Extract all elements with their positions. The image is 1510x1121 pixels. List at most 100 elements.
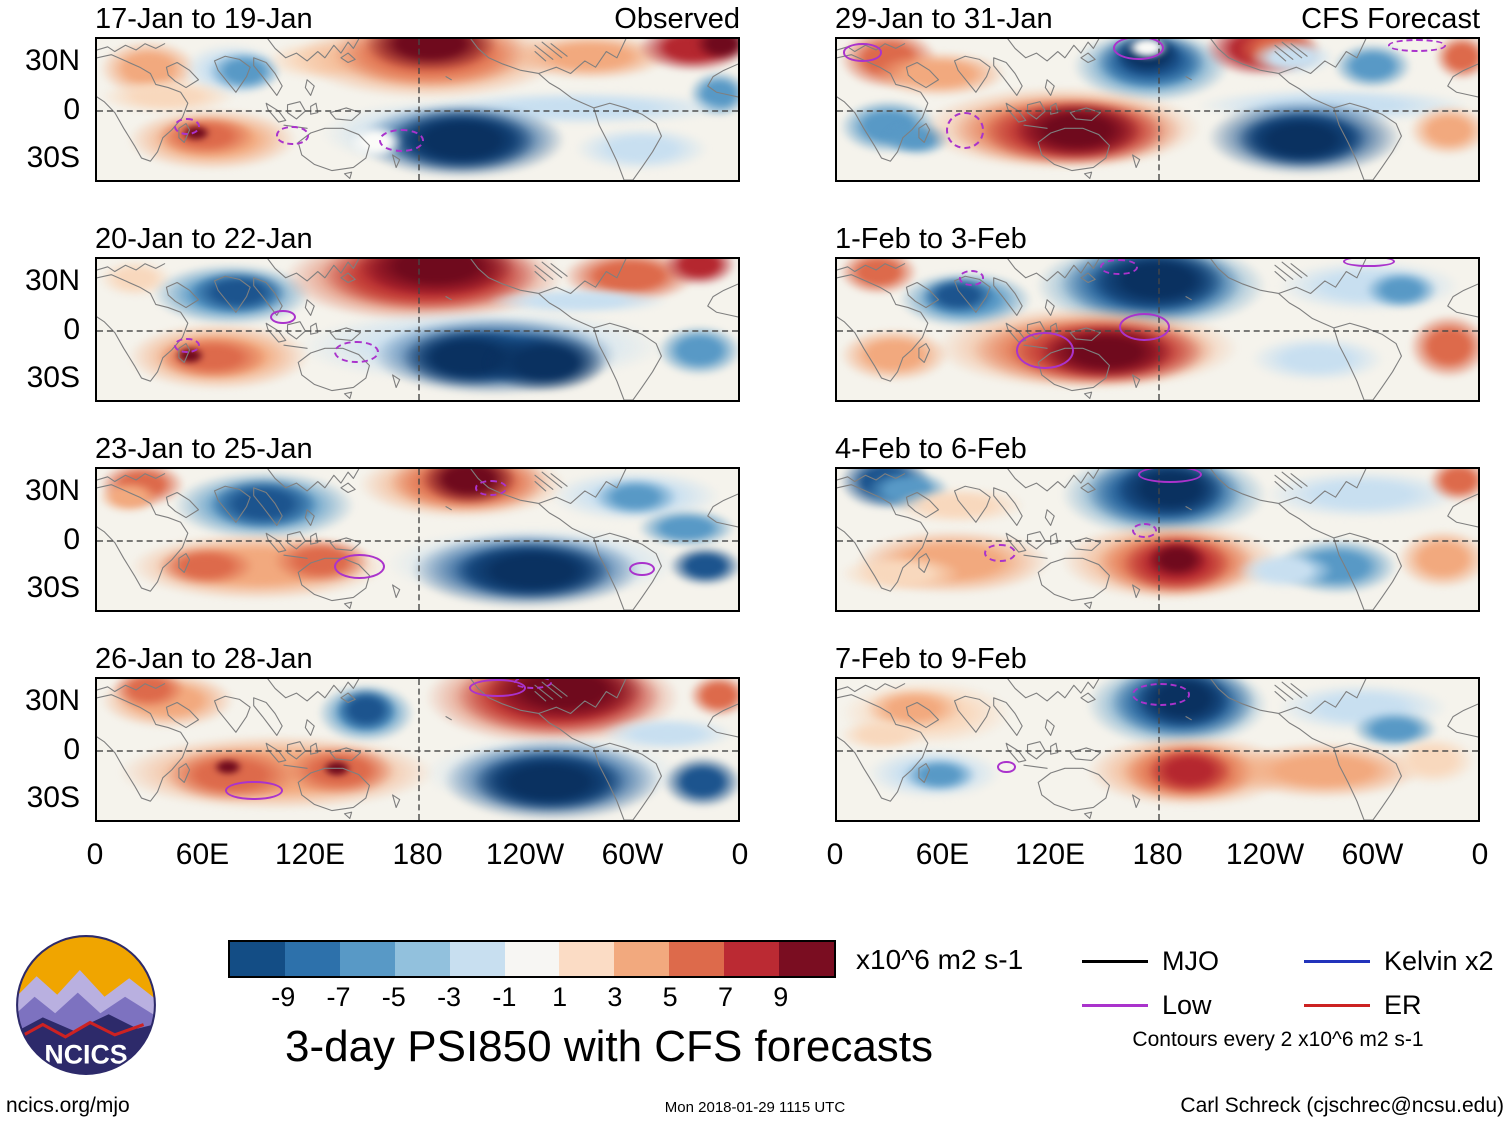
low-contour-ring xyxy=(270,309,296,324)
colorbar-tick-labels: -9 -7 -5 -3 -1 1 3 5 7 9 xyxy=(228,982,836,1012)
map-panel xyxy=(95,37,740,182)
colorbar-tick-label: 9 xyxy=(773,982,789,1012)
low-contour-ring xyxy=(334,340,380,364)
panel-title: 23-Jan to 25-Jan xyxy=(95,433,740,467)
footer-attribution: Carl Schreck (cjschrec@ncsu.edu) xyxy=(1180,1094,1504,1117)
anomaly-blob xyxy=(1362,270,1440,310)
anomaly-blob xyxy=(359,39,501,73)
colorbar-tick-label: 5 xyxy=(662,982,678,1012)
panel-date-range: 1-Feb to 3-Feb xyxy=(835,223,1027,255)
colorbar-units-label: x10^6 m2 s-1 xyxy=(856,944,1024,975)
coastlines xyxy=(837,679,1478,820)
panel-date-range: 4-Feb to 6-Feb xyxy=(835,433,1027,465)
low-contour-ring xyxy=(958,270,985,286)
colorbar-tick-label: -5 xyxy=(381,982,406,1012)
panel-date-range: 23-Jan to 25-Jan xyxy=(95,433,313,465)
colorbar-tick-label: 3 xyxy=(607,982,623,1012)
colorbar-tick-label: -1 xyxy=(492,982,517,1012)
dateline-gridline xyxy=(1157,679,1160,820)
y-axis-labels: 30N 0 30S xyxy=(0,257,88,402)
legend-line-swatch xyxy=(1082,1004,1148,1007)
x-tick-label: 0 xyxy=(826,838,844,871)
colorbar-cell xyxy=(449,942,505,976)
anomaly-blob xyxy=(1394,528,1478,591)
colorbar-cell xyxy=(779,942,834,976)
colorbar-cell xyxy=(339,942,395,976)
anomaly-blob xyxy=(481,332,610,395)
low-contour-ring xyxy=(334,553,386,579)
panel-title: 29-Jan to 31-Jan CFS Forecast xyxy=(835,3,1480,37)
low-contour-ring xyxy=(276,126,309,145)
low-contour-ring xyxy=(997,760,1017,774)
anomaly-blob xyxy=(1144,539,1209,579)
panel-date-range: 17-Jan to 19-Jan xyxy=(95,3,313,35)
legend-item: MJO xyxy=(1082,946,1219,977)
colorbar-cell xyxy=(504,942,560,976)
x-tick-label: 120W xyxy=(1225,838,1305,871)
legend-line-swatch xyxy=(1082,960,1148,963)
anomaly-blob xyxy=(693,39,738,62)
anomaly-blob xyxy=(1407,312,1478,381)
footer-url: ncics.org/mjo xyxy=(6,1094,130,1117)
anomaly-blob xyxy=(901,756,978,794)
y-tick-label: 0 xyxy=(63,732,80,766)
map-panel xyxy=(95,467,740,612)
low-contour-ring xyxy=(1343,259,1395,268)
panel-title: 1-Feb to 3-Feb xyxy=(835,223,1480,257)
y-axis-labels: 30N 0 30S xyxy=(0,467,88,612)
low-contour-ring xyxy=(1016,332,1075,369)
panel-date-range: 20-Jan to 22-Jan xyxy=(95,223,313,255)
coastlines xyxy=(97,469,738,610)
logo-text: NCICS xyxy=(44,1040,127,1070)
map-panel xyxy=(95,677,740,822)
y-tick-label: 30S xyxy=(26,780,80,814)
map-panel xyxy=(95,257,740,402)
colorbar-cell xyxy=(230,942,285,976)
logo-ring xyxy=(16,935,156,1075)
coastlines xyxy=(97,679,738,820)
x-tick-label: 180 xyxy=(392,838,443,871)
x-tick-label: 60W xyxy=(601,838,664,871)
y-axis-labels: 30N 0 30S xyxy=(0,37,88,182)
anomaly-blob xyxy=(186,270,290,316)
legend-item: Kelvin x2 xyxy=(1304,946,1494,977)
y-tick-label: 30N xyxy=(24,264,80,298)
x-axis-right: 0 60E 120E 180 120W 60W 0 xyxy=(827,838,1489,876)
anomaly-blob xyxy=(661,259,738,288)
x-axis-left: 0 60E 120E 180 120W 60W 0 xyxy=(87,838,749,876)
anomaly-blob xyxy=(449,539,617,602)
low-contour-ring xyxy=(1131,683,1190,706)
anomaly-blob xyxy=(212,757,245,777)
colorbar-cell xyxy=(614,942,670,976)
low-contour-ring xyxy=(1388,39,1446,52)
panel-title: 4-Feb to 6-Feb xyxy=(835,433,1480,467)
anomaly-blob xyxy=(1144,746,1235,795)
anomaly-blob xyxy=(1388,735,1478,787)
panel-title: 20-Jan to 22-Jan xyxy=(95,223,740,257)
low-contour-ring xyxy=(225,780,283,801)
x-tick-label: 60W xyxy=(1341,838,1404,871)
y-tick-label: 30S xyxy=(26,360,80,394)
x-tick-label: 60E xyxy=(175,838,230,871)
y-tick-label: 0 xyxy=(63,92,80,126)
dateline-gridline xyxy=(1157,469,1160,610)
anomaly-blob xyxy=(686,679,738,719)
legend: MJO Low Kelvin x2 ER xyxy=(1082,946,1496,1052)
dateline-gridline xyxy=(417,39,420,180)
anomaly-blob xyxy=(468,749,630,815)
y-tick-label: 30S xyxy=(26,140,80,174)
legend-line-swatch xyxy=(1304,1004,1370,1007)
low-contour-ring xyxy=(843,43,882,62)
low-contour-ring xyxy=(1131,522,1158,539)
dateline-gridline xyxy=(417,259,420,400)
x-tick-label: 180 xyxy=(1132,838,1183,871)
colorbar-cell xyxy=(559,942,615,976)
anomaly-blob xyxy=(154,545,258,588)
anomaly-blob xyxy=(837,718,927,753)
map-panel xyxy=(835,257,1480,402)
coastlines xyxy=(837,469,1478,610)
anomaly-blob xyxy=(1426,469,1478,503)
legend-label: Kelvin x2 xyxy=(1384,946,1494,976)
low-contour-ring xyxy=(379,129,424,152)
